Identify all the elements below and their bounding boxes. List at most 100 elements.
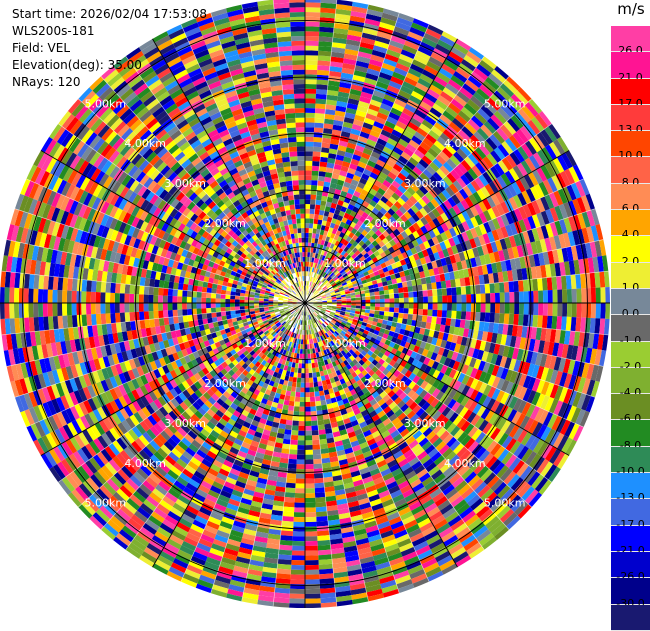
velocity-gate	[313, 382, 318, 387]
velocity-gate	[450, 318, 456, 326]
velocity-gate	[514, 303, 519, 314]
velocity-gate	[288, 459, 297, 464]
velocity-gate	[505, 303, 510, 314]
velocity-gate	[300, 402, 305, 407]
velocity-gate	[456, 311, 461, 319]
velocity-gate	[316, 506, 327, 512]
velocity-gate	[311, 175, 318, 180]
velocity-gate	[408, 292, 413, 298]
velocity-gate	[284, 434, 292, 440]
velocity-gate	[288, 406, 294, 411]
velocity-gate	[370, 303, 375, 307]
velocity-gate	[305, 364, 308, 369]
velocity-gate	[310, 406, 316, 411]
velocity-gate	[494, 283, 500, 293]
velocity-gate	[475, 285, 481, 294]
velocity-gate	[305, 209, 310, 214]
velocity-gate	[532, 315, 538, 327]
velocity-gate	[432, 289, 437, 296]
velocity-gate	[417, 285, 423, 292]
velocity-gate	[319, 166, 327, 172]
velocity-gate	[312, 435, 319, 440]
velocity-gate	[581, 303, 586, 318]
velocity-gate	[403, 308, 408, 314]
velocity-gate	[318, 429, 325, 435]
velocity-gate	[317, 185, 324, 191]
velocity-gate	[305, 228, 309, 233]
velocity-gate	[399, 293, 404, 298]
velocity-gate	[305, 161, 312, 166]
velocity-gate	[314, 387, 319, 392]
velocity-gate	[315, 497, 326, 503]
velocity-gate	[314, 214, 319, 219]
velocity-gate	[292, 421, 299, 426]
velocity-gate	[318, 176, 325, 182]
velocity-gate	[509, 292, 514, 303]
velocity-gate	[283, 511, 294, 517]
velocity-gate	[297, 455, 305, 460]
velocity-gate	[305, 570, 319, 575]
velocity-gate	[291, 560, 305, 565]
velocity-gate	[305, 46, 318, 51]
velocity-gate	[442, 296, 447, 303]
velocity-gate	[576, 289, 581, 303]
velocity-gate	[315, 108, 325, 114]
velocity-gate	[294, 503, 305, 508]
velocity-gate	[428, 303, 433, 310]
velocity-gate	[305, 435, 312, 440]
velocity-gate	[518, 314, 524, 326]
velocity-gate	[567, 303, 572, 317]
velocity-gate	[316, 80, 328, 86]
velocity-gate	[292, 382, 297, 387]
velocity-gate	[313, 454, 321, 459]
velocity-gate	[311, 185, 317, 190]
velocity-gate	[533, 291, 538, 303]
velocity-gate	[287, 415, 294, 421]
velocity-gate	[312, 430, 319, 435]
velocity-gate	[461, 295, 466, 303]
velocity-gate	[299, 407, 305, 412]
velocity-gate	[292, 546, 305, 551]
velocity-gate	[596, 288, 601, 303]
velocity-gate	[476, 294, 481, 303]
velocity-gate	[305, 98, 316, 103]
velocity-gate	[475, 312, 481, 321]
velocity-gate	[389, 303, 394, 308]
velocity-gate	[310, 204, 315, 209]
velocity-gate	[311, 416, 317, 421]
velocity-gate	[305, 166, 312, 171]
velocity-gate	[427, 309, 432, 316]
velocity-gate	[508, 314, 514, 325]
velocity-gate	[305, 113, 315, 118]
velocity-gate	[305, 440, 312, 445]
velocity-gate	[310, 199, 316, 204]
velocity-gate	[305, 122, 314, 127]
velocity-gate	[309, 214, 314, 219]
velocity-gate	[317, 540, 330, 546]
velocity-gate	[298, 426, 305, 431]
velocity-gate	[317, 535, 330, 541]
velocity-gate	[489, 313, 495, 323]
velocity-gate	[305, 603, 321, 608]
velocity-gate	[316, 521, 328, 527]
velocity-gate	[320, 443, 328, 449]
velocity-gate	[542, 278, 548, 291]
velocity-gate	[290, 579, 305, 584]
velocity-gate	[500, 293, 505, 303]
velocity-gate	[437, 303, 442, 310]
velocity-gate	[291, 570, 305, 575]
velocity-gate	[490, 293, 495, 303]
velocity-gate	[305, 60, 318, 65]
velocity-gate	[457, 295, 462, 303]
velocity-gate	[295, 498, 305, 503]
velocity-gate	[310, 401, 316, 406]
velocity-gate	[299, 416, 305, 421]
velocity-gate	[310, 209, 315, 214]
velocity-gate	[470, 285, 475, 294]
velocity-gate	[311, 425, 318, 430]
velocity-gate	[485, 303, 490, 313]
velocity-gate	[291, 387, 296, 392]
velocity-gate	[311, 180, 318, 185]
velocity-gate	[305, 397, 310, 402]
velocity-gate	[452, 303, 457, 311]
